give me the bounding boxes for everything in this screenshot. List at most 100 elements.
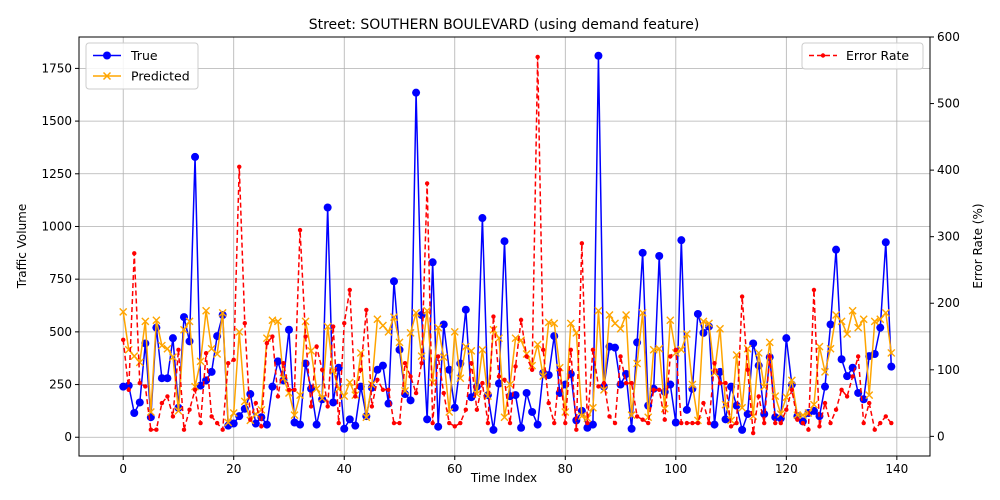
series-error-point (159, 400, 165, 406)
series-predicted-point (848, 306, 857, 315)
x-tick-label: 20 (226, 462, 241, 476)
series-true-point (693, 309, 702, 318)
series-error-point (889, 420, 894, 426)
series-predicted-point (384, 327, 393, 336)
series-error-point (623, 380, 629, 386)
series-predicted-point (284, 388, 293, 397)
series-true-point (124, 381, 133, 390)
series-error-point (452, 424, 457, 429)
series-true-point (329, 398, 338, 407)
series-error-point (662, 417, 667, 422)
series-true-point (284, 325, 293, 334)
series-error-point (629, 380, 634, 386)
series-true-point (854, 388, 863, 397)
series-error-point (342, 321, 347, 326)
series-error-point (596, 384, 601, 389)
legend-true-label: True (130, 48, 158, 63)
series-error-point (817, 424, 822, 429)
series-error-point (640, 417, 645, 422)
series-predicted-point (218, 308, 227, 317)
series-true-point (494, 379, 503, 388)
x-tick-label: 140 (885, 462, 908, 476)
series-predicted-point (809, 400, 818, 409)
series-predicted-point (185, 317, 194, 326)
series-predicted-point (594, 306, 603, 315)
x-axis: 0 20 40 60 80 100 120 140 (119, 456, 908, 476)
series-error-point (121, 337, 126, 343)
series-predicted-point (865, 391, 874, 400)
series-error-point (458, 420, 463, 426)
series-predicted-point (345, 378, 354, 387)
series-error-point (756, 394, 761, 399)
series-predicted-point (837, 317, 846, 326)
series-true-point (528, 407, 537, 416)
series-true-point (843, 372, 852, 381)
series-true-point (312, 420, 321, 429)
series-predicted-point (588, 403, 597, 412)
legend-error-label: Error Rate (846, 48, 909, 63)
series-predicted-point (743, 344, 752, 353)
series-true-point (887, 362, 896, 371)
series-error-point (364, 307, 369, 313)
series-predicted-point (179, 325, 188, 334)
series-predicted-point (633, 359, 642, 368)
series-predicted-point (478, 345, 487, 354)
series-error-point (165, 394, 170, 399)
series-error-point (712, 360, 717, 366)
series-predicted-point (130, 352, 139, 361)
series-error-point (728, 424, 734, 429)
series-true-point (389, 277, 398, 286)
series-error-point (784, 407, 789, 412)
x-tick-label: 120 (775, 462, 798, 476)
series-error-point (248, 417, 253, 422)
y-left-tick-label: 0 (64, 430, 72, 444)
series-true-point (157, 374, 166, 383)
series-true-point (345, 415, 354, 424)
series-error-point (855, 354, 861, 359)
chart-title: Street: SOUTHERN BOULEVARD (using demand… (309, 17, 700, 33)
series-predicted-point (174, 406, 183, 415)
legend-predicted-label: Predicted (131, 69, 190, 84)
legend-error-marker (820, 53, 826, 58)
series-error-point (308, 404, 314, 409)
series-predicted-point (378, 321, 387, 330)
series-predicted-point (318, 394, 327, 403)
series-error-point (872, 427, 877, 432)
series-error-point (375, 377, 380, 382)
series-predicted-point (141, 317, 150, 326)
series-predicted-point (832, 311, 841, 319)
series-error-point (673, 347, 679, 353)
series-error-point (557, 367, 562, 373)
series-error-point (513, 364, 518, 369)
series-true-point (732, 401, 741, 410)
series-true-point (522, 388, 531, 397)
series-predicted-point (754, 348, 763, 357)
series-predicted-point (798, 411, 807, 420)
series-error-point (607, 414, 612, 419)
series-true-point (821, 382, 830, 391)
series-error-point (850, 374, 855, 379)
series-true-point (782, 334, 791, 343)
series-predicted-point (494, 334, 503, 343)
series-error-point (839, 387, 844, 392)
series-error-point (552, 420, 557, 426)
series-true-point (273, 357, 282, 366)
series-true-point (682, 405, 691, 414)
series-true-point (412, 88, 421, 97)
series-predicted-point (461, 342, 470, 351)
series-true-point (351, 421, 360, 430)
series-predicted-point (870, 317, 879, 326)
series-error-point (634, 414, 640, 419)
series-error-point (690, 420, 695, 426)
series-predicted-point (644, 413, 653, 422)
series-predicted-point (881, 308, 890, 317)
series-predicted-point (688, 380, 697, 389)
series-error-point (579, 241, 585, 246)
series-true-point (489, 425, 498, 434)
series-predicted-point (428, 378, 437, 387)
series-error-point (192, 387, 198, 392)
series-true-point (500, 237, 509, 246)
series-error-line (122, 56, 892, 434)
y-left-tick-label: 1750 (41, 61, 72, 75)
series-true-line (123, 55, 893, 431)
